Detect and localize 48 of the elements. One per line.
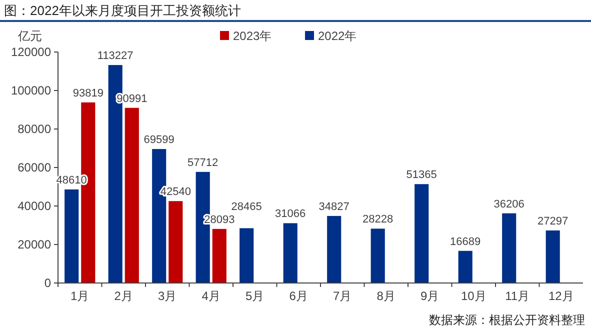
data-label: 31066 (275, 208, 306, 220)
x-tick-label: 12月 (548, 289, 574, 303)
x-tick-label: 8月 (376, 289, 396, 303)
bar (168, 201, 183, 283)
data-label: 27297 (538, 215, 568, 228)
x-tick-label: 5月 (246, 289, 264, 303)
x-tick-label: 6月 (289, 289, 308, 303)
bar (327, 216, 342, 283)
x-tick-label: 7月 (333, 289, 352, 303)
bar (458, 250, 472, 283)
y-tick-label: 40000 (18, 199, 52, 213)
data-label: 93819 (72, 87, 104, 100)
data-label: 28228 (362, 214, 394, 226)
x-tick-label: 2月 (114, 289, 133, 303)
data-label: 34827 (318, 200, 350, 213)
y-tick-label: 0 (44, 276, 52, 290)
y-tick-label: 60000 (18, 160, 52, 174)
bar (240, 228, 254, 283)
bar (283, 223, 298, 283)
y-tick-label: 100000 (10, 84, 52, 98)
y-axis-title: 亿元 (17, 29, 42, 43)
y-tick-label: 80000 (18, 122, 52, 136)
data-label: 51365 (406, 169, 437, 182)
x-tick-label: 10月 (460, 289, 486, 303)
bar (64, 189, 79, 283)
source-note: 数据来源：根据公开资料整理 (429, 313, 585, 327)
data-label: 16689 (450, 236, 481, 248)
bar (212, 228, 226, 283)
data-label: 28465 (231, 200, 262, 213)
data-label: 113227 (97, 50, 134, 62)
bar (370, 228, 385, 283)
bar (502, 213, 516, 283)
chart-title: 图：2022年以来月度项目开工投资额统计 (4, 3, 241, 18)
legend-label: 2022年 (318, 29, 357, 43)
bar (546, 230, 560, 283)
bar (414, 184, 429, 283)
data-label: 36206 (494, 198, 524, 210)
x-tick-label: 11月 (505, 289, 530, 303)
x-tick-label: 1月 (70, 289, 90, 303)
y-tick-label: 20000 (18, 238, 52, 252)
x-tick-label: 4月 (202, 289, 220, 303)
data-label: 69599 (144, 134, 174, 146)
bar (124, 108, 139, 283)
x-tick-label: 3月 (158, 289, 177, 303)
y-tick-label: 120000 (10, 45, 52, 59)
data-label: 57712 (188, 156, 218, 169)
x-tick-label: 9月 (420, 289, 440, 303)
legend-label: 2023年 (233, 29, 272, 43)
